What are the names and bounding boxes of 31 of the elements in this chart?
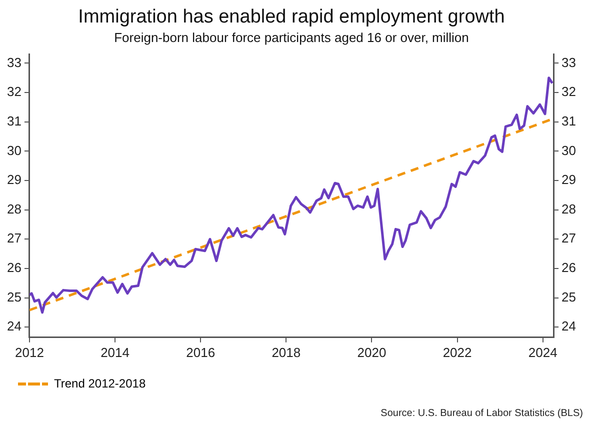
source-note: Source: U.S. Bureau of Labor Statistics (BLS) xyxy=(380,408,583,419)
y-tick-label: 33 xyxy=(6,54,22,70)
x-tick-label: 2014 xyxy=(100,344,130,360)
x-tick-label: 2024 xyxy=(528,344,558,360)
y2-tick-label: 27 xyxy=(562,230,576,246)
y2-tick-label: 24 xyxy=(562,318,576,334)
y2-tick-label: 30 xyxy=(562,142,576,158)
y-tick-label: 28 xyxy=(6,201,22,216)
chart-title: Immigration has enabled rapid employment growth xyxy=(78,6,505,28)
y2-tick-label: 29 xyxy=(562,172,576,188)
x-tick-label: 2018 xyxy=(272,344,301,360)
y2-tick-label: 32 xyxy=(562,84,576,100)
chart-subtitle: Foreign-born labour force participants aged 16 or over, million xyxy=(114,30,469,46)
y-tick-label: 25 xyxy=(6,289,22,304)
y-tick-label: 30 xyxy=(6,142,22,158)
y-tick-label: 27 xyxy=(6,230,22,246)
y-tick-label: 31 xyxy=(6,113,22,128)
x-tick-label: 2022 xyxy=(442,344,472,360)
y-tick-label: 26 xyxy=(6,260,22,276)
y2-tick-label: 26 xyxy=(562,260,576,276)
y2-tick-label: 33 xyxy=(562,54,576,70)
y-tick-label: 24 xyxy=(6,318,22,334)
y-tick-label: 29 xyxy=(6,172,22,188)
y-tick-label: 32 xyxy=(6,84,22,100)
y2-tick-label: 31 xyxy=(562,113,576,128)
x-tick-label: 2020 xyxy=(357,344,386,360)
y2-tick-label: 28 xyxy=(562,201,576,216)
y2-tick-label: 25 xyxy=(562,289,576,304)
legend-label: Trend 2012-2018 xyxy=(54,376,146,390)
x-tick-label: 2012 xyxy=(15,344,44,360)
x-tick-label: 2016 xyxy=(186,344,216,360)
